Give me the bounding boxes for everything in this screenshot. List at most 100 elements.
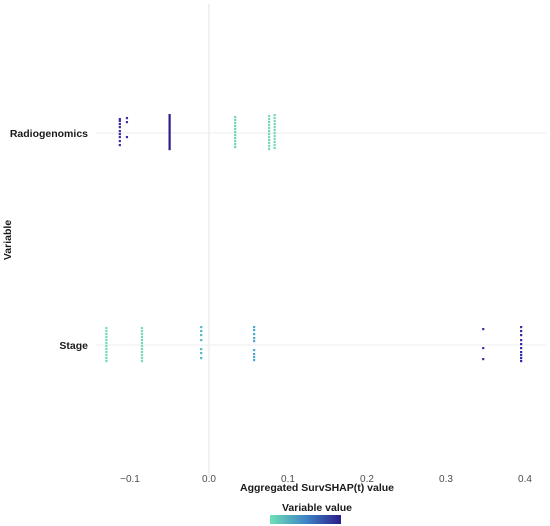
data-point [234,116,237,119]
data-point [118,140,121,143]
x-tick-label: 0.3 [439,474,453,485]
data-point [125,117,129,120]
data-point [140,339,144,342]
data-point [140,327,144,330]
data-point [140,330,144,333]
data-point [168,148,171,151]
data-point [253,337,256,340]
data-point [105,354,108,357]
data-point [200,357,203,360]
legend: Variable value [270,502,352,524]
data-point [268,133,271,136]
data-point [268,145,271,148]
data-point [253,326,256,329]
data-point [200,330,203,333]
data-point [268,130,271,133]
data-point [118,123,121,126]
x-tick-label: 0.4 [518,474,532,485]
data-point [268,115,271,118]
x-tick-label: 0.1 [281,474,295,485]
data-point [140,348,144,351]
data-point [168,120,171,123]
data-point [168,118,171,121]
data-point [253,353,256,356]
data-point [234,137,237,140]
data-point [234,140,237,143]
data-point [268,139,271,142]
data-point [253,349,256,352]
y-category-label: Stage [59,340,88,352]
data-point [520,357,523,360]
data-point [273,114,276,117]
data-point [118,133,121,136]
data-point [118,130,121,133]
data-point [168,116,171,119]
data-point [105,333,108,336]
data-point [520,326,523,329]
data-point [234,146,237,149]
data-point [482,328,485,331]
data-point [118,144,121,147]
data-point [234,134,237,137]
data-point [140,354,144,357]
data-point [168,144,171,147]
data-point [105,351,108,354]
x-tick-label: 0.2 [360,474,374,485]
data-point [273,135,276,138]
data-point [140,333,144,336]
data-point [253,329,256,332]
data-point [520,351,523,354]
data-point [273,129,276,132]
data-point [118,120,121,123]
data-point [168,122,171,125]
data-point [140,357,144,360]
x-tick-label: −0.1 [120,474,140,485]
data-point [253,359,256,362]
data-point [105,348,108,351]
data-point [105,339,108,342]
y-axis-title: Variable [2,220,14,260]
data-point [253,333,256,336]
data-point [234,119,237,122]
data-point [168,138,171,141]
data-point [140,336,144,339]
data-point [118,118,121,121]
data-point [105,342,108,345]
data-point [200,348,203,351]
data-point [273,126,276,129]
data-point [234,125,237,128]
data-point [482,358,485,361]
legend-colorbar [270,515,341,524]
data-point [268,121,271,124]
data-point [520,330,523,333]
data-point [140,360,144,363]
data-point [118,126,121,129]
data-point [234,131,237,134]
data-point [200,334,203,337]
data-point [140,342,144,345]
data-point [105,345,108,348]
data-point [520,343,523,346]
data-point [168,114,171,117]
y-axis-ticks: Radiogenomics Stage [10,128,88,352]
data-point [268,142,271,145]
data-point [273,123,276,126]
data-point [140,351,144,354]
data-point [168,142,171,145]
data-point [234,128,237,131]
data-point [520,334,523,337]
data-point [105,330,108,333]
data-point [253,356,256,359]
data-point [273,138,276,141]
data-point [200,326,203,329]
data-point [200,339,203,342]
data-point [273,147,276,150]
x-tick-label: 0.0 [202,474,216,485]
y-category-label: Radiogenomics [10,128,88,140]
data-point [168,130,171,133]
data-point [273,120,276,123]
data-point [168,134,171,137]
data-point [273,132,276,135]
data-point [168,128,171,131]
